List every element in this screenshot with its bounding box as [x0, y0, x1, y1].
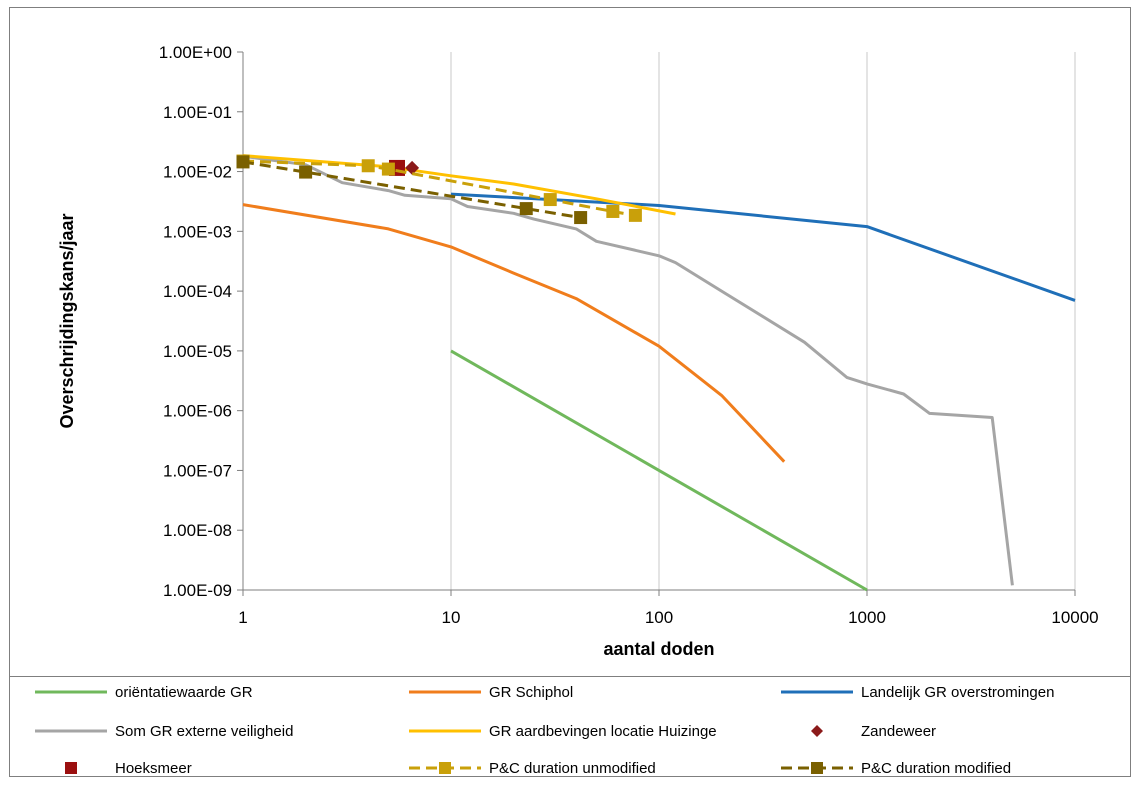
- y-axis-title: Overschrijdingskans/jaar: [57, 213, 77, 428]
- x-tick-label: 1: [238, 608, 247, 627]
- series-8: [236, 155, 588, 225]
- legend-label: oriëntatiewaarde GR: [115, 684, 253, 701]
- data-point: [606, 204, 620, 218]
- y-tick-label: 1.00E-05: [163, 342, 232, 361]
- x-tick-label: 1000: [848, 608, 886, 627]
- chart-frame: [9, 7, 1131, 777]
- data-point: [543, 193, 557, 207]
- series-line: [242, 154, 1014, 586]
- legend-label: GR Schiphol: [489, 684, 573, 701]
- legend-label: Som GR externe veiligheid: [115, 723, 293, 740]
- legend-entry: Landelijk GR overstromingen: [781, 684, 1054, 701]
- legend-box: [9, 676, 1131, 777]
- y-tick-label: 1.00E-06: [163, 402, 232, 421]
- y-tick-label: 1.00E-08: [163, 521, 232, 540]
- y-tick-label: 1.00E-03: [163, 222, 232, 241]
- legend-entry: Hoeksmeer: [65, 760, 192, 777]
- legend-label: GR aardbevingen locatie Huizinge: [489, 723, 717, 740]
- legend-entry: oriëntatiewaarde GR: [35, 684, 253, 701]
- y-tick-label: 1.00E-02: [163, 163, 232, 182]
- data-point: [519, 202, 533, 216]
- legend-label: Hoeksmeer: [115, 760, 192, 777]
- legend-label: Landelijk GR overstromingen: [861, 684, 1054, 701]
- data-point: [574, 211, 588, 225]
- data-point: [299, 165, 313, 179]
- legend-entry: Zandeweer: [811, 723, 936, 740]
- series-line: [242, 160, 581, 220]
- y-tick-label: 1.00E-04: [163, 282, 232, 301]
- legend-label: P&C duration modified: [861, 760, 1011, 777]
- data-point: [628, 208, 642, 222]
- legend-marker: [811, 762, 823, 774]
- x-tick-label: 100: [645, 608, 673, 627]
- series-line: [242, 203, 786, 463]
- legend-entry: GR aardbevingen locatie Huizinge: [409, 723, 717, 740]
- y-tick-label: 1.00E-09: [163, 581, 232, 600]
- legend-label: P&C duration unmodified: [489, 760, 656, 777]
- data-point: [361, 159, 375, 173]
- legend-entry: P&C duration modified: [781, 760, 1011, 777]
- y-tick-label: 1.00E+00: [159, 43, 232, 62]
- x-axis-title: aantal doden: [603, 639, 714, 659]
- series-line: [450, 349, 868, 592]
- legend-entry: GR Schiphol: [409, 684, 573, 701]
- series-5: [405, 160, 420, 175]
- data-point: [236, 155, 250, 169]
- series-1: [242, 203, 786, 463]
- series-3: [242, 154, 1014, 586]
- legend-marker: [439, 762, 451, 774]
- x-tick-label: 10000: [1051, 608, 1098, 627]
- data-point: [405, 160, 420, 175]
- legend-marker: [65, 762, 77, 774]
- legend-label: Zandeweer: [861, 723, 936, 740]
- y-tick-label: 1.00E-07: [163, 461, 232, 480]
- legend-entry: P&C duration unmodified: [409, 760, 656, 777]
- legend-entry: Som GR externe veiligheid: [35, 723, 293, 740]
- data-point: [381, 162, 395, 176]
- legend-marker: [811, 725, 823, 737]
- y-tick-label: 1.00E-01: [163, 103, 232, 122]
- series-0: [450, 349, 868, 592]
- x-tick-label: 10: [442, 608, 461, 627]
